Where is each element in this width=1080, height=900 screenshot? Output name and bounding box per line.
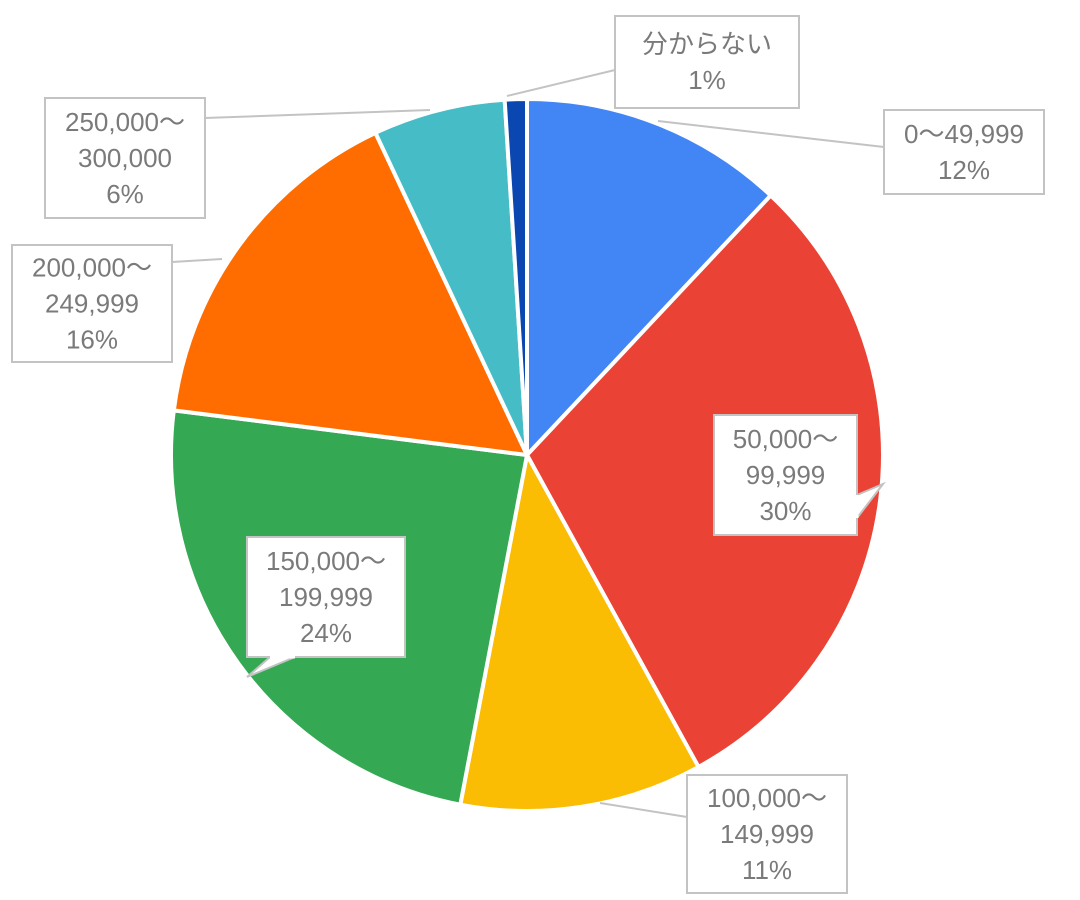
pie-slice-5-200-000-249-999: [171, 130, 529, 457]
callout-label-line: 249,999: [45, 289, 139, 319]
callout-6: 250,000〜 300,000 6%: [44, 97, 431, 219]
callout-label-line: 100,000〜: [707, 783, 827, 813]
leader-line: [657, 120, 885, 148]
leader-line: [204, 109, 431, 119]
callout-label-line: 24%: [300, 618, 352, 648]
pie-slice-7-unknown: [502, 96, 529, 457]
callout-box: [686, 774, 848, 894]
callout-label-line: 199,999: [279, 582, 373, 612]
callout-label-line: 50,000〜: [733, 424, 839, 454]
leader-line: [171, 258, 223, 263]
callout-box: [614, 15, 800, 109]
callout-box: [246, 536, 406, 658]
callout-1: 0〜49,999 12%: [657, 109, 1045, 195]
callout-label-line: 0〜49,999: [904, 119, 1024, 149]
callout-label-line: 250,000〜: [65, 107, 185, 137]
pie-slice-6-250-000-300-000: [373, 97, 529, 457]
callout-label-line: 16%: [66, 325, 118, 355]
leader-line: [506, 69, 616, 97]
callout-label-line: 30%: [759, 496, 811, 526]
callout-label-line: 300,000: [78, 143, 172, 173]
callout-3: 100,000〜 149,999 11%: [599, 774, 848, 894]
callout-box: [11, 244, 173, 363]
callout-label-line: 11%: [742, 855, 792, 885]
callout-box: [713, 414, 858, 536]
callout-label-line: 150,000〜: [266, 546, 386, 576]
callout-box: [44, 97, 206, 219]
callout-label-line: 6%: [106, 179, 144, 209]
callout-4: 150,000〜 199,999 24%: [246, 536, 406, 678]
leader-line: [599, 802, 688, 818]
pie-slices: [169, 96, 885, 813]
pie-callouts: 0〜49,999 12% 50,000〜 99,999 30% 100,000〜 149,9…: [11, 15, 1045, 894]
pie-slice-2-50-000-99-999: [525, 193, 885, 769]
callout-2: 50,000〜 99,999 30%: [713, 414, 887, 536]
callout-5: 200,000〜 249,999 16%: [11, 244, 223, 363]
callout-label-line: 99,999: [746, 460, 826, 490]
pie-slice-1-0-49-999: [525, 97, 773, 457]
callout-7: 分からない 1%: [506, 15, 800, 109]
pie-slice-3-100-000-149-999: [458, 453, 701, 813]
callout-label-line: 1%: [688, 65, 726, 95]
callout-label-line: 分からない: [642, 29, 772, 59]
callout-label-line: 149,999: [720, 819, 814, 849]
callout-label-line: 200,000〜: [32, 253, 152, 283]
callout-label-line: 12%: [938, 155, 990, 185]
callout-box: [883, 109, 1045, 195]
